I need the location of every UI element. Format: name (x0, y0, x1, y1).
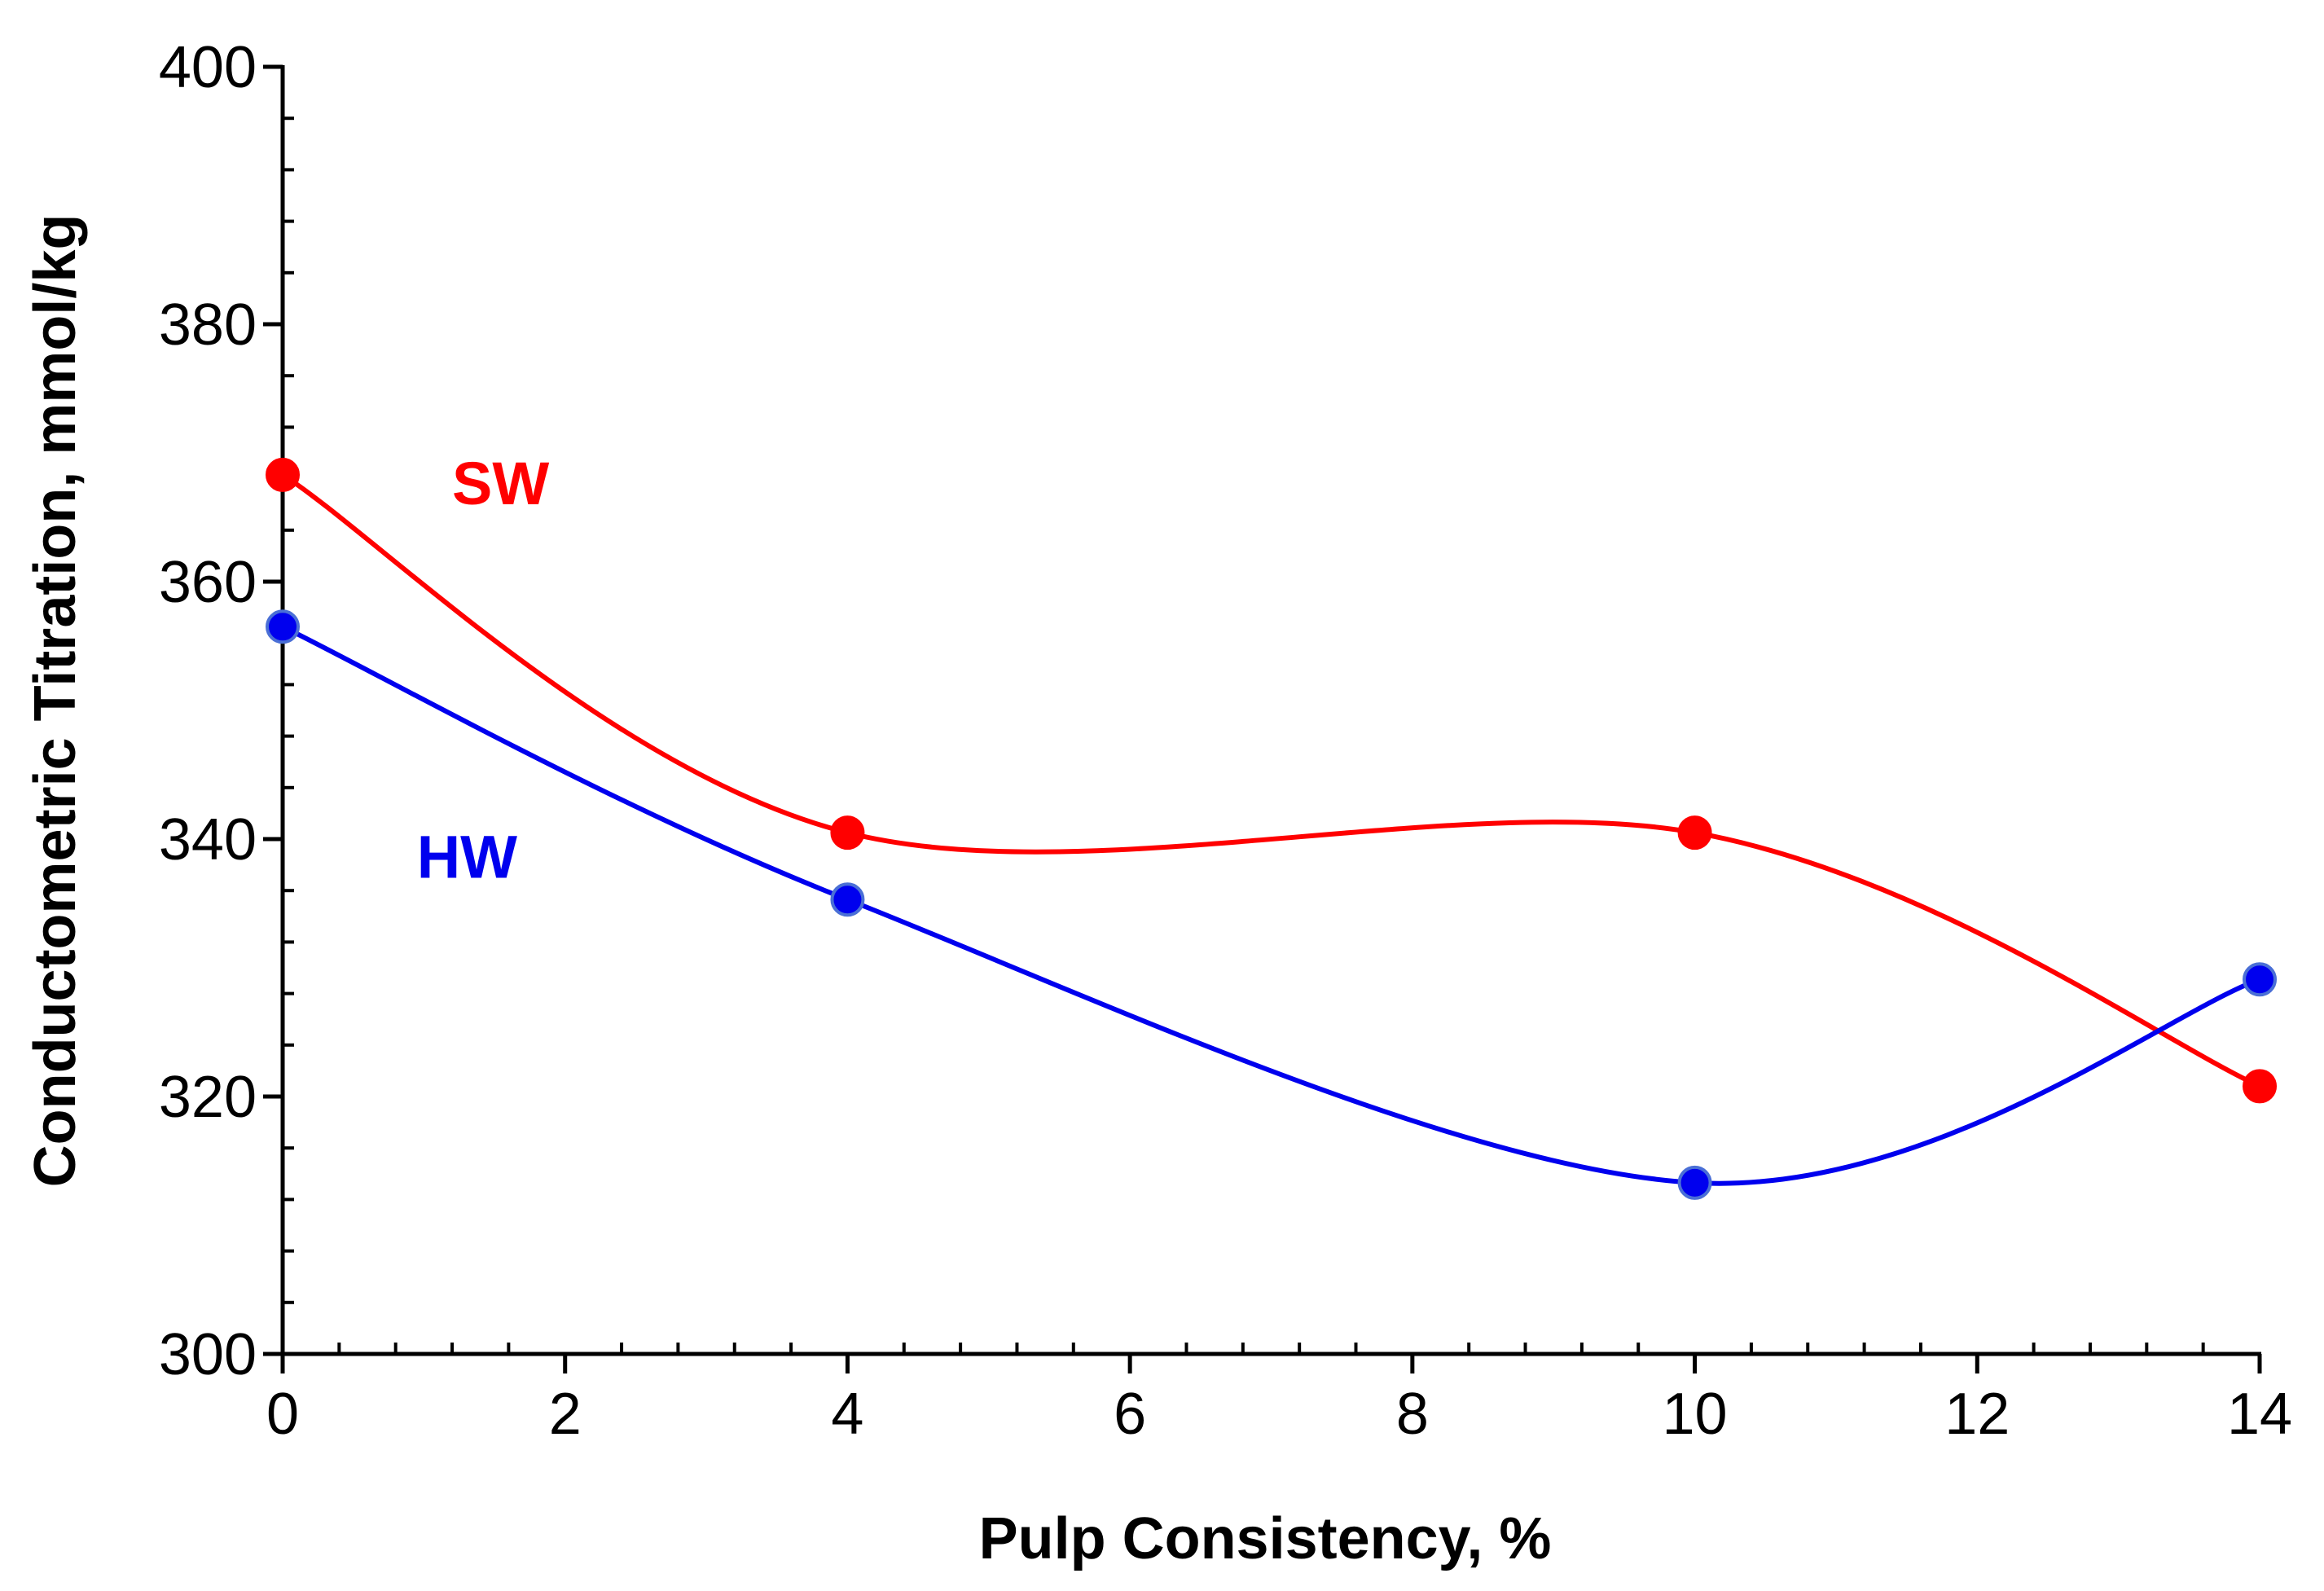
series-line-sw (280, 472, 2262, 1089)
y-tick-label: 380 (159, 292, 257, 358)
x-tick-label: 4 (831, 1382, 863, 1447)
y-axis-title: Conductometric Titration, mmol/kg (23, 214, 88, 1188)
x-tick-label: 8 (1396, 1382, 1429, 1447)
data-point-hw (266, 609, 300, 644)
data-point-sw (830, 815, 865, 850)
series-line-hw (280, 624, 2262, 1186)
data-point-sw (2243, 1069, 2277, 1104)
series-layer (266, 457, 2277, 1200)
series-label-hw: HW (417, 823, 517, 890)
x-tick-label: 0 (266, 1382, 299, 1447)
y-tick-label: 360 (159, 550, 257, 615)
data-point-hw (2243, 962, 2277, 997)
x-tick-label: 14 (2227, 1382, 2292, 1447)
x-tick-label: 2 (549, 1382, 582, 1447)
x-tick-label: 12 (1944, 1382, 2010, 1447)
data-point-hw (1677, 1165, 1712, 1200)
annotations: SW HW (417, 450, 550, 890)
y-tick-label: 320 (159, 1065, 257, 1130)
data-point-sw (1677, 815, 1712, 850)
tick-marks (263, 64, 2262, 1373)
series-sw (266, 457, 2277, 1104)
data-point-sw (266, 457, 300, 492)
x-tick-label: 10 (1663, 1382, 1728, 1447)
y-tick-label: 340 (159, 807, 257, 872)
x-axis-title: Pulp Consistency, % (979, 1506, 1552, 1571)
tick-labels: 300 320 340 360 380 400 0 2 4 6 8 10 12 14 (159, 35, 2292, 1447)
y-tick-label: 300 (159, 1322, 257, 1387)
x-tick-label: 6 (1114, 1382, 1146, 1447)
axes (280, 65, 2261, 1356)
series-label-sw: SW (452, 450, 549, 517)
data-point-hw (830, 882, 865, 917)
series-hw (266, 609, 2277, 1200)
y-tick-label: 400 (159, 35, 257, 100)
